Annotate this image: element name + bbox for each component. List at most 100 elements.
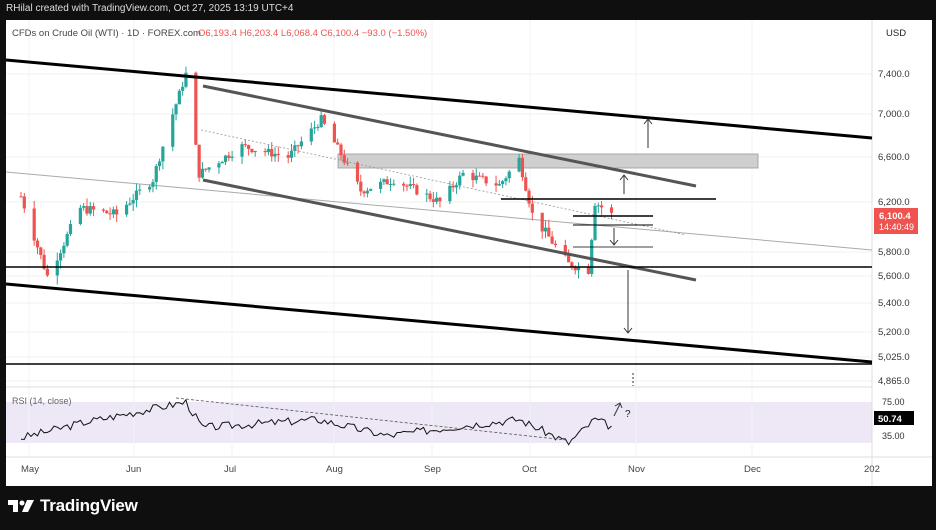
candle-body [461, 172, 465, 176]
time-tick-label: Sep [424, 464, 441, 475]
price-tick-label: 6,200.0 [878, 197, 910, 208]
candle-body [134, 190, 139, 200]
symbol-title: CFDs on Crude Oil (WTI) · 1D · FOREX.com [12, 28, 201, 39]
candle-body [520, 157, 525, 178]
time-axis[interactable]: May Jun Jul Aug Sep Oct Nov Dec 202 [21, 464, 880, 475]
candle-body [543, 227, 548, 232]
author-credit: RHilal created with TradingView.com, Oct… [6, 3, 294, 14]
rsi-trendline [175, 397, 567, 441]
candle-body [477, 175, 482, 177]
footer-bar [0, 486, 936, 530]
candle-body [115, 209, 119, 215]
moving-average-line [5, 171, 873, 251]
rsi-value: 50.74 [878, 414, 902, 425]
candle-body [593, 205, 597, 240]
candle-body [32, 208, 36, 241]
candle-body [600, 205, 604, 208]
candle-body [497, 184, 501, 186]
chart-svg[interactable]: CFDs on Crude Oil (WTI) · 1D · FOREX.com… [5, 20, 932, 486]
rsi-arrow [613, 403, 621, 417]
candle-body [596, 205, 600, 207]
ohlc-readout: O6,193.4 H6,203.4 L6,068.4 C6,100.4 −93.… [198, 28, 427, 39]
rsi-arrow-head [614, 402, 623, 409]
candle-body [101, 209, 106, 211]
candle-body [55, 260, 59, 276]
candle-body [289, 150, 294, 158]
rsi-value-tag: 50.74 [874, 411, 914, 425]
candle-body [484, 176, 488, 184]
candle-body [247, 145, 251, 149]
candle-body [181, 86, 185, 91]
candle-body [227, 155, 231, 158]
price-tick-label: 5,200.0 [878, 327, 910, 338]
chart-area[interactable]: CFDs on Crude Oil (WTI) · 1D · FOREX.com… [5, 20, 932, 486]
time-tick-label: May [21, 464, 39, 475]
arrow-up-6450-head [619, 174, 629, 181]
time-tick-label: Aug [326, 464, 343, 475]
candle-body [517, 157, 521, 172]
candle-body [425, 193, 429, 195]
candle-body [184, 72, 188, 87]
candle-body [382, 179, 386, 182]
candle-body [42, 254, 46, 269]
candle-body [151, 182, 155, 187]
candle-body [105, 210, 109, 214]
currency-label[interactable]: USD [886, 28, 906, 39]
price-axis[interactable]: 7,400.0 7,000.0 6,600.0 6,200.0 5,800.0 5,600… [878, 69, 910, 387]
candle-body [570, 262, 574, 268]
candle-body [576, 266, 581, 271]
candle-body [243, 144, 247, 146]
time-tick-label: 202 [864, 464, 880, 475]
candle-body [253, 151, 257, 153]
candle-body [250, 148, 254, 153]
candle-body [299, 141, 304, 147]
candle-body [355, 162, 360, 182]
candle-body [131, 199, 135, 204]
candle-body [567, 255, 571, 263]
time-tick-label: Nov [628, 464, 645, 475]
price-tick-label: 5,600.0 [878, 271, 910, 282]
candle-body [157, 161, 162, 167]
candle-body [148, 186, 152, 190]
candle-body [276, 153, 280, 156]
candle-body [35, 240, 40, 248]
inner-channel-upper [202, 84, 697, 188]
rsi-band [6, 402, 872, 443]
grid [6, 20, 932, 486]
candle-body [263, 151, 267, 153]
candle-body [336, 142, 340, 145]
candle-body [448, 185, 452, 202]
candle-body [78, 207, 82, 225]
inner-channel-lower [202, 178, 697, 282]
candle-body [313, 127, 317, 129]
candle-body [220, 162, 224, 164]
candle-body [435, 197, 439, 202]
candle-body [273, 153, 277, 157]
candle-body [451, 185, 455, 188]
candle-body [563, 245, 567, 256]
candle-body [388, 183, 393, 185]
arrow-down-5200-head [623, 327, 633, 334]
candle-body [22, 196, 26, 209]
candle-body [88, 206, 92, 214]
price-tick-label: 7,000.0 [878, 109, 910, 120]
candle-body [494, 183, 498, 186]
candle-body [415, 185, 419, 195]
outer-channel-lower [5, 282, 873, 364]
candle-body [428, 193, 432, 200]
candle-body [474, 175, 478, 181]
candle-body [527, 190, 531, 204]
candle-body [458, 175, 462, 186]
candle-body [322, 115, 327, 124]
rsi-line [20, 398, 612, 446]
candle-body [530, 203, 534, 213]
candle-body [378, 181, 383, 189]
candle-body [58, 253, 63, 261]
candle-body [504, 178, 508, 182]
candle-body [286, 155, 290, 158]
candle-body [402, 183, 406, 186]
candle-body [438, 197, 442, 202]
candle-body [342, 155, 346, 163]
candle-body [128, 203, 132, 205]
rsi-upper-tick: 75.00 [882, 397, 905, 407]
